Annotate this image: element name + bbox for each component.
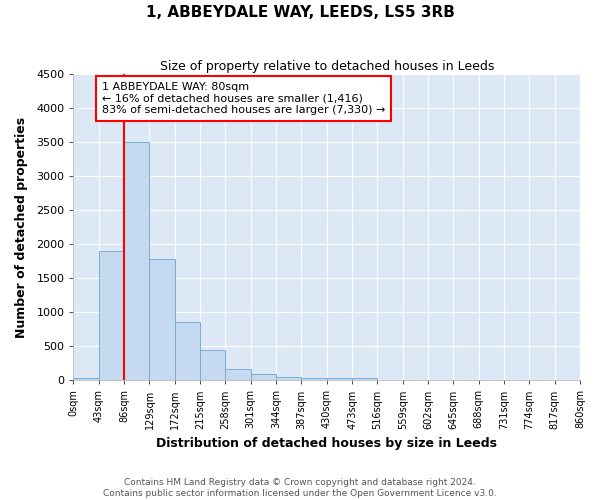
Bar — [200, 350, 226, 380]
Bar — [301, 378, 327, 380]
Bar — [175, 322, 200, 380]
Y-axis label: Number of detached properties: Number of detached properties — [15, 116, 28, 338]
Bar — [327, 378, 352, 380]
Bar — [149, 259, 175, 380]
Text: 1 ABBEYDALE WAY: 80sqm
← 16% of detached houses are smaller (1,416)
83% of semi-: 1 ABBEYDALE WAY: 80sqm ← 16% of detached… — [102, 82, 385, 116]
Bar — [276, 376, 301, 380]
Bar — [124, 142, 149, 380]
Bar — [99, 251, 124, 380]
Text: 1, ABBEYDALE WAY, LEEDS, LS5 3RB: 1, ABBEYDALE WAY, LEEDS, LS5 3RB — [146, 5, 454, 20]
X-axis label: Distribution of detached houses by size in Leeds: Distribution of detached houses by size … — [156, 437, 497, 450]
Title: Size of property relative to detached houses in Leeds: Size of property relative to detached ho… — [160, 60, 494, 73]
Bar — [352, 378, 377, 380]
Bar — [251, 374, 276, 380]
Bar — [226, 369, 251, 380]
Text: Contains HM Land Registry data © Crown copyright and database right 2024.
Contai: Contains HM Land Registry data © Crown c… — [103, 478, 497, 498]
Bar — [73, 378, 99, 380]
